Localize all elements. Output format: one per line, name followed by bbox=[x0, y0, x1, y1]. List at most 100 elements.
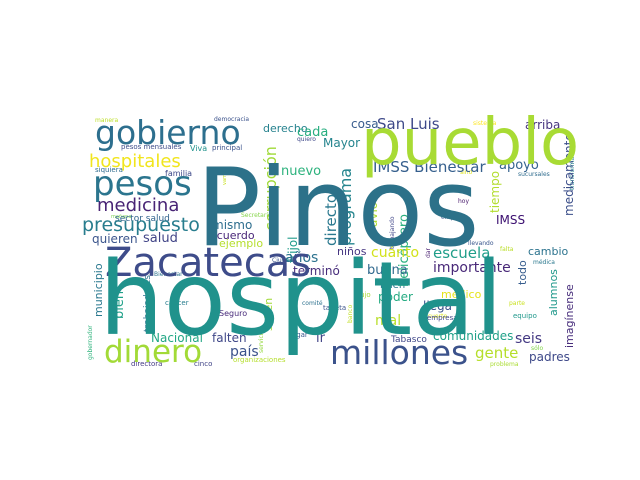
word-cloud-word: director bbox=[322, 187, 340, 246]
word-cloud-word: ejemplo bbox=[219, 237, 263, 250]
word-cloud-word: mismo bbox=[212, 218, 252, 232]
word-cloud-word: IMSS bbox=[496, 213, 525, 227]
word-cloud-word: medicina bbox=[97, 195, 179, 216]
word-cloud-word: llevando bbox=[468, 240, 494, 247]
word-cloud-word: Zacatecas bbox=[105, 240, 311, 286]
word-cloud-word: escuela bbox=[433, 244, 490, 262]
word-cloud-word: falten bbox=[212, 331, 247, 345]
word-cloud-word: pesos bbox=[93, 164, 192, 204]
word-cloud-word: quiero bbox=[297, 136, 316, 143]
word-cloud-word: Pinos bbox=[196, 146, 480, 271]
word-cloud-word: Secretaría bbox=[241, 212, 272, 219]
word-cloud-word: helicóptero bbox=[397, 214, 412, 287]
word-cloud-word: banco bbox=[347, 304, 354, 323]
word-cloud-word: buena bbox=[367, 263, 408, 278]
word-cloud-word: cuánto bbox=[371, 245, 419, 261]
word-cloud-word: nuevo bbox=[281, 164, 321, 179]
word-cloud-word: Viva bbox=[190, 144, 207, 153]
word-cloud-word: bien bbox=[112, 291, 127, 319]
word-cloud-word: acuerdo bbox=[210, 229, 255, 242]
word-cloud-word: Nacional bbox=[151, 331, 203, 345]
word-cloud-word: Ciudad bbox=[272, 257, 293, 264]
word-cloud-word: empezar bbox=[441, 214, 468, 221]
word-cloud-word: sólo bbox=[531, 345, 543, 352]
word-cloud-word: pueblo bbox=[361, 106, 579, 180]
word-cloud-word: seis bbox=[515, 331, 542, 347]
word-cloud-word: corrupción bbox=[261, 146, 280, 231]
word-cloud-word: llega bbox=[423, 299, 452, 313]
word-cloud-word: frijol bbox=[286, 236, 300, 263]
word-cloud-word: gobierno bbox=[95, 113, 241, 152]
word-cloud-word: tiempo bbox=[488, 171, 502, 213]
word-cloud-word: Tabasco bbox=[390, 335, 427, 345]
word-cloud-word: presupuesto bbox=[82, 214, 200, 236]
word-cloud-word: hoy bbox=[458, 198, 469, 205]
word-cloud-word: sino bbox=[460, 169, 473, 176]
word-cloud-word: Seguro bbox=[219, 309, 247, 318]
word-cloud-word: tarjeta bbox=[323, 304, 346, 312]
word-cloud-word: gobernador bbox=[87, 325, 94, 360]
word-cloud-word: niños bbox=[337, 245, 367, 258]
word-cloud-word: falta bbox=[500, 246, 514, 253]
word-cloud-word: médica bbox=[533, 259, 555, 266]
word-cloud-word: comité bbox=[302, 300, 323, 307]
word-cloud-word: cada bbox=[297, 125, 328, 140]
word-cloud-word: mal bbox=[375, 313, 401, 329]
word-cloud-word: Bienestar bbox=[154, 271, 183, 278]
word-cloud-word: saben bbox=[262, 298, 275, 331]
word-cloud-word: programa bbox=[336, 168, 355, 246]
word-cloud-word: apoyo bbox=[499, 158, 539, 173]
word-cloud-word: vamos bbox=[222, 168, 228, 185]
word-cloud-word: parte bbox=[509, 300, 525, 307]
word-cloud-word: salud bbox=[143, 231, 178, 246]
word-cloud-word: servicios bbox=[258, 327, 265, 353]
word-cloud-word: imagínense bbox=[563, 284, 576, 348]
word-cloud-word: democracia bbox=[214, 116, 249, 123]
word-cloud-word: dar bbox=[425, 248, 432, 258]
word-cloud-word: mañana bbox=[111, 214, 131, 220]
word-cloud-word: cosa bbox=[351, 117, 379, 131]
word-cloud-word: arriba bbox=[525, 118, 560, 132]
word-cloud-word: principal bbox=[212, 144, 242, 152]
word-cloud-word: IMSS Bienestar bbox=[373, 158, 486, 176]
word-cloud-word: ir bbox=[316, 331, 326, 346]
word-cloud-word: avión bbox=[366, 194, 380, 227]
word-cloud-word: hospitales bbox=[89, 151, 181, 172]
word-cloud-word: lujo bbox=[358, 291, 371, 299]
word-cloud-word: gente bbox=[475, 344, 518, 362]
word-cloud-word: medicamento bbox=[562, 133, 576, 216]
word-cloud-word: dinero bbox=[104, 334, 202, 370]
word-cloud-word: San Luis bbox=[377, 115, 440, 133]
word-cloud-word: poder bbox=[378, 290, 413, 304]
word-cloud-word: sucursales bbox=[518, 171, 550, 178]
word-cloud-word: padres bbox=[529, 350, 570, 364]
word-cloud-word: pesos mensuales bbox=[121, 143, 182, 151]
word-cloud-word: cinco bbox=[194, 360, 212, 368]
word-cloud-word: sistema bbox=[473, 120, 497, 127]
word-cloud-word: suerte bbox=[428, 313, 447, 320]
word-cloud-word: transformación bbox=[569, 144, 576, 190]
word-cloud-word: años bbox=[285, 250, 318, 266]
word-cloud-word: buen bbox=[380, 280, 405, 291]
word-cloud-word: empresa bbox=[427, 314, 458, 322]
word-cloud-word: manera bbox=[95, 117, 118, 124]
word-cloud-word: importante bbox=[433, 260, 511, 276]
word-cloud-word: trabajadores bbox=[143, 275, 153, 332]
word-cloud-word: quieren bbox=[92, 232, 138, 246]
word-cloud-word: Mayor bbox=[323, 136, 360, 150]
word-cloud-word: alumnos bbox=[547, 269, 560, 316]
word-cloud-word: trabajando bbox=[389, 216, 396, 249]
word-cloud-word: terminó bbox=[293, 264, 340, 278]
word-cloud-word: hospital bbox=[99, 240, 503, 359]
word-cloud-word: cambio bbox=[528, 245, 569, 258]
word-cloud-word: comunidades bbox=[433, 329, 513, 343]
word-cloud-word: sector salud bbox=[115, 214, 170, 224]
word-cloud-word: familia bbox=[165, 169, 192, 178]
word-cloud-word: cáncer bbox=[165, 299, 189, 307]
word-cloud-word: millones bbox=[330, 333, 468, 372]
word-cloud-word: país bbox=[230, 344, 259, 360]
word-cloud-word: llegar bbox=[288, 331, 308, 339]
word-cloud-word: problema bbox=[490, 361, 519, 368]
